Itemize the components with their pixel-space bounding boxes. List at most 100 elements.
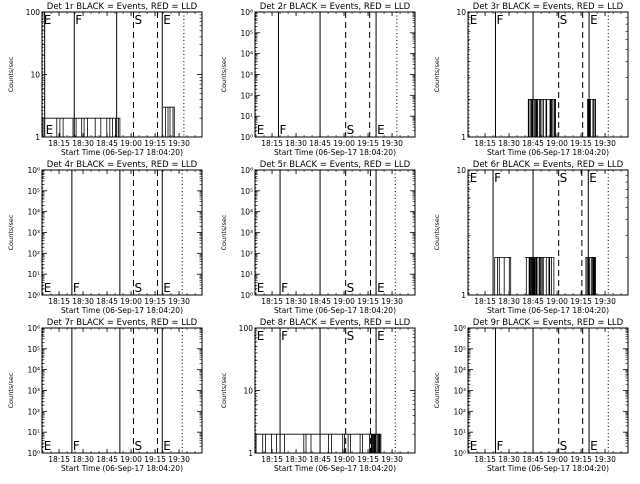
events-histogram [587,99,596,137]
marker-label: E [589,171,597,185]
panel-title: Det 3r BLACK = Events, RED = LLD [473,2,624,12]
marker-label: S [134,13,142,27]
y-tick-label: 10³ [240,71,253,80]
y-tick-label: 10⁴ [240,50,253,59]
y-axis-label: Counts/sec [7,214,15,250]
marker-label: F [279,123,286,137]
x-axis-label: Start Time (06-Sep-17 18:04:20) [61,464,183,473]
events-histogram [527,99,556,137]
x-axis-label: Start Time (06-Sep-17 18:04:20) [274,464,396,473]
y-tick-label: 10² [27,249,40,258]
marker-label: F [281,329,288,343]
panel-title: Det 9r BLACK = Events, RED = LLD [473,318,624,328]
marker-label: E [44,281,52,295]
events-histogram [163,106,175,137]
x-axis-label: Start Time (06-Sep-17 18:04:20) [61,148,183,157]
x-tick-label: 18:15 [261,297,283,306]
x-tick-label: 18:30 [285,455,307,464]
y-tick-label: 10² [240,249,253,258]
marker-label: F [494,171,501,185]
x-axis-label: Start Time (06-Sep-17 18:04:20) [487,306,609,315]
y-tick-label: 10⁶ [27,324,40,333]
x-tick-label: 19:00 [546,297,568,306]
x-tick-label: 19:00 [546,455,568,464]
y-axis-label: Counts/sec [433,214,441,250]
x-tick-label: 18:30 [498,455,520,464]
x-tick-label: 19:15 [144,455,166,464]
x-tick-label: 18:15 [474,139,496,148]
x-tick-label: 18:45 [309,455,331,464]
x-tick-label: 19:30 [168,139,190,148]
x-tick-label: 18:15 [261,455,283,464]
x-axis-label: Start Time (06-Sep-17 18:04:20) [61,306,183,315]
x-tick-label: 19:00 [333,455,355,464]
detector-panel-6: Det 6r BLACK = Events, RED = LLD 1 10 18:15… [433,160,629,315]
marker-label: S [134,281,142,295]
events-histogram [525,257,555,295]
x-tick-label: 18:45 [522,297,544,306]
marker-label: E [590,13,598,27]
marker-label: E [257,329,265,343]
x-tick-label: 19:30 [381,297,403,306]
y-tick-label: 10⁰ [240,291,253,300]
panel-title: Det 2r BLACK = Events, RED = LLD [260,2,411,12]
marker-label: S [347,281,355,295]
x-tick-label: 19:30 [594,139,616,148]
x-tick-label: 18:15 [261,139,283,148]
y-tick-label: 10 [456,166,466,175]
plot-frame [467,11,629,138]
marker-label: E [163,439,171,453]
y-tick-label: 10³ [27,229,40,238]
x-tick-label: 18:30 [498,297,520,306]
x-tick-label: 19:15 [570,139,592,148]
panel-title: Det 8r BLACK = Events, RED = LLD [260,318,411,328]
y-tick-label: 10⁶ [27,166,40,175]
x-tick-label: 19:00 [333,139,355,148]
x-axis-label: Start Time (06-Sep-17 18:04:20) [487,148,609,157]
marker-label: S [560,439,568,453]
x-tick-label: 18:30 [72,139,94,148]
marker-label: E [44,439,52,453]
x-axis-label: Start Time (06-Sep-17 18:04:20) [274,306,396,315]
x-tick-label: 19:30 [594,455,616,464]
detector-panel-2: Det 2r BLACK = Events, RED = LLD 10⁰ 10¹ 10… [220,2,416,157]
marker-label: E [377,281,385,295]
marker-label: F [73,439,80,453]
detector-panel-3: Det 3r BLACK = Events, RED = LLD 1 10 18:15… [433,2,629,157]
panel-title: Det 7r BLACK = Events, RED = LLD [47,318,198,328]
x-tick-label: 18:45 [96,139,118,148]
marker-label: F [281,281,288,295]
x-tick-label: 19:30 [168,455,190,464]
x-tick-label: 18:45 [522,139,544,148]
detector-panel-1: Det 1r BLACK = Events, RED = LLD 1 10 100 18… [7,2,203,157]
marker-label: E [163,13,171,27]
x-tick-label: 18:45 [96,455,118,464]
x-tick-label: 18:30 [72,455,94,464]
y-tick-label: 10¹ [240,270,253,279]
x-tick-label: 19:30 [381,455,403,464]
panel-title: Det 5r BLACK = Events, RED = LLD [260,160,411,170]
marker-label: E [377,123,385,137]
x-tick-label: 18:30 [498,139,520,148]
marker-label: F [75,13,82,27]
y-tick-label: 10¹ [453,428,466,437]
marker-label: E [46,123,54,137]
detector-panel-9: Det 9r BLACK = Events, RED = LLD 10⁰ 10¹ 10… [433,318,629,473]
x-tick-label: 19:15 [144,139,166,148]
x-tick-label: 18:45 [522,455,544,464]
x-tick-label: 18:45 [309,139,331,148]
x-tick-label: 19:15 [357,139,379,148]
y-tick-label: 10⁴ [453,366,466,375]
y-tick-label: 10⁰ [240,133,253,142]
events-histogram [255,433,372,453]
marker-label: E [470,13,478,27]
x-tick-label: 18:15 [474,297,496,306]
plot-frame [41,169,203,296]
x-tick-label: 19:00 [120,297,142,306]
x-tick-label: 19:30 [381,139,403,148]
marker-label: F [496,13,503,27]
y-tick-label: 10⁶ [453,324,466,333]
marker-label: F [496,439,503,453]
y-axis-label: Counts/sec [220,56,228,92]
